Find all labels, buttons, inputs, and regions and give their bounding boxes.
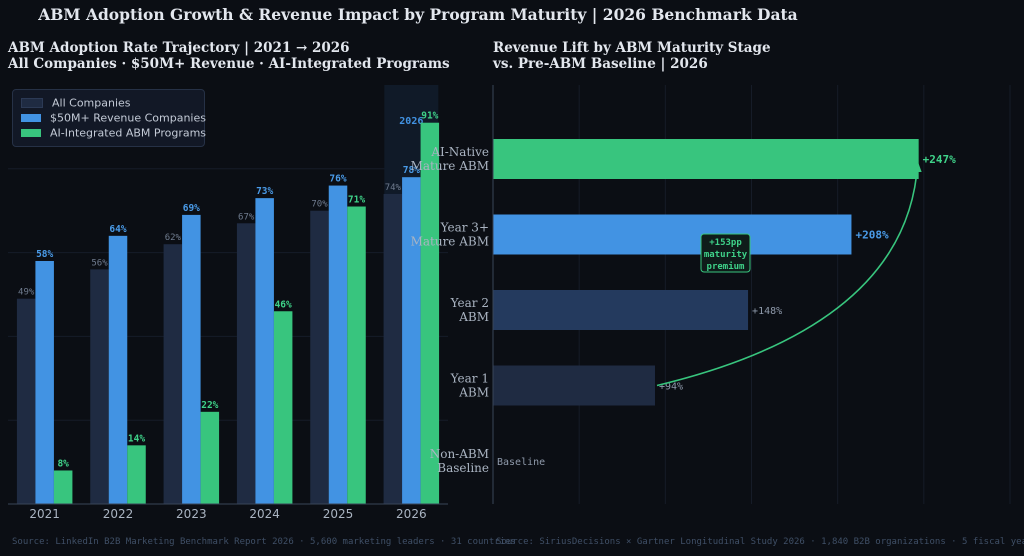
annotation-text: premium xyxy=(707,261,746,272)
bar xyxy=(200,411,220,504)
data-label: 64% xyxy=(109,224,126,235)
legend-swatch-ai-integrated xyxy=(21,129,41,137)
data-label: 22% xyxy=(201,400,218,411)
bar-value-label: +247% xyxy=(923,153,956,166)
legend-item-revenue-50m: $50M+ Revenue Companies xyxy=(21,111,206,125)
bar xyxy=(493,214,852,255)
bar xyxy=(310,210,329,504)
y-tick-label: ABM xyxy=(458,386,489,400)
right-chart-title-line1: Revenue Lift by ABM Maturity Stage xyxy=(493,40,771,56)
data-label: 46% xyxy=(275,299,292,310)
legend-item-all-companies: All Companies xyxy=(21,96,131,110)
bar xyxy=(273,311,293,504)
bar xyxy=(402,177,421,504)
y-tick-label: Baseline xyxy=(437,461,489,475)
legend-item-ai-integrated: AI-Integrated ABM Programs xyxy=(21,126,206,140)
data-label: 14% xyxy=(128,433,145,444)
main-title: ABM Adoption Growth & Revenue Impact by … xyxy=(38,5,798,24)
highlight-label: 2026 xyxy=(399,116,423,127)
bar-value-label: +148% xyxy=(752,306,782,317)
left-chart-title-line1: ABM Adoption Rate Trajectory | 2021 → 20… xyxy=(8,40,350,56)
y-tick-label: Mature ABM xyxy=(411,235,489,249)
right-chart-title-line2: vs. Pre-ABM Baseline | 2026 xyxy=(493,56,708,72)
annotation-box xyxy=(700,233,751,273)
data-label: 91% xyxy=(421,111,438,122)
bar xyxy=(328,185,348,504)
bar-value-label: Baseline xyxy=(497,457,545,468)
bar xyxy=(53,470,73,504)
x-tick-label: 2022 xyxy=(103,507,134,521)
data-label: 62% xyxy=(165,233,182,243)
data-label: 49% xyxy=(18,288,35,298)
annotation-text: maturity xyxy=(704,249,748,260)
data-label: 67% xyxy=(238,212,255,222)
y-tick-label: AI-Native xyxy=(430,145,489,159)
data-label: 78% xyxy=(403,165,420,176)
bar xyxy=(35,260,54,504)
legend-label-ai-integrated: AI-Integrated ABM Programs xyxy=(50,126,207,140)
data-label: 74% xyxy=(385,183,402,193)
x-tick-label: 2025 xyxy=(323,507,354,521)
x-tick-label: 2024 xyxy=(249,507,280,521)
bar xyxy=(127,445,146,504)
bar xyxy=(493,365,655,406)
bar xyxy=(108,235,128,504)
data-label: 76% xyxy=(329,174,346,185)
data-label: 8% xyxy=(57,458,69,469)
bar-value-label: +208% xyxy=(855,229,888,242)
y-tick-label: Year 3+ xyxy=(440,221,489,235)
bar xyxy=(420,122,440,505)
bar xyxy=(493,139,919,179)
bar xyxy=(383,193,403,504)
legend-swatch-revenue-50m xyxy=(21,114,41,122)
right-chart-source: Source: SiriusDecisions × Gartner Longit… xyxy=(496,537,1024,547)
data-label: 70% xyxy=(311,200,328,210)
legend-label-revenue-50m: $50M+ Revenue Companies xyxy=(50,111,206,125)
legend-swatch-all-companies xyxy=(21,98,43,108)
bar xyxy=(493,290,749,330)
bar xyxy=(255,198,274,504)
y-tick-label: ABM xyxy=(458,310,489,324)
left-chart-legend: All Companies $50M+ Revenue Companies AI… xyxy=(12,89,206,147)
data-label: 73% xyxy=(256,186,273,197)
maturity-arrow xyxy=(656,162,919,387)
data-label: 69% xyxy=(183,203,200,214)
x-tick-label: 2023 xyxy=(176,507,207,521)
left-chart-source: Source: LinkedIn B2B Marketing Benchmark… xyxy=(12,537,516,547)
data-label: 71% xyxy=(348,195,365,206)
bar xyxy=(347,206,366,504)
y-tick-label: Year 1 xyxy=(450,372,489,386)
y-tick-label: Year 2 xyxy=(450,296,489,310)
bar xyxy=(90,269,109,504)
data-label: 58% xyxy=(36,249,53,260)
left-chart-title-line2: All Companies · $50M+ Revenue · AI-Integ… xyxy=(8,56,450,72)
x-tick-label: 2026 xyxy=(396,507,427,521)
left-bar-chart: 2026 49% 58% 8% 2021 56% 64% 14% 2022 62% 69% 22% 20… xyxy=(8,85,448,521)
y-tick-label: Mature ABM xyxy=(411,159,489,173)
bar xyxy=(16,298,36,504)
bar xyxy=(236,223,256,504)
left-chart-title: ABM Adoption Rate Trajectory | 2021 → 20… xyxy=(8,40,450,72)
bar xyxy=(163,244,183,504)
x-tick-label: 2021 xyxy=(29,507,60,521)
arrow-head xyxy=(913,161,922,172)
legend-label-all-companies: All Companies xyxy=(52,96,131,110)
bar xyxy=(182,214,201,504)
y-tick-label: Non-ABM xyxy=(430,447,489,461)
data-label: 56% xyxy=(91,258,108,268)
right-chart-title: Revenue Lift by ABM Maturity Stage vs. P… xyxy=(493,40,771,72)
annotation-text: +153pp xyxy=(709,238,742,248)
bar-value-label: +94% xyxy=(659,382,683,393)
